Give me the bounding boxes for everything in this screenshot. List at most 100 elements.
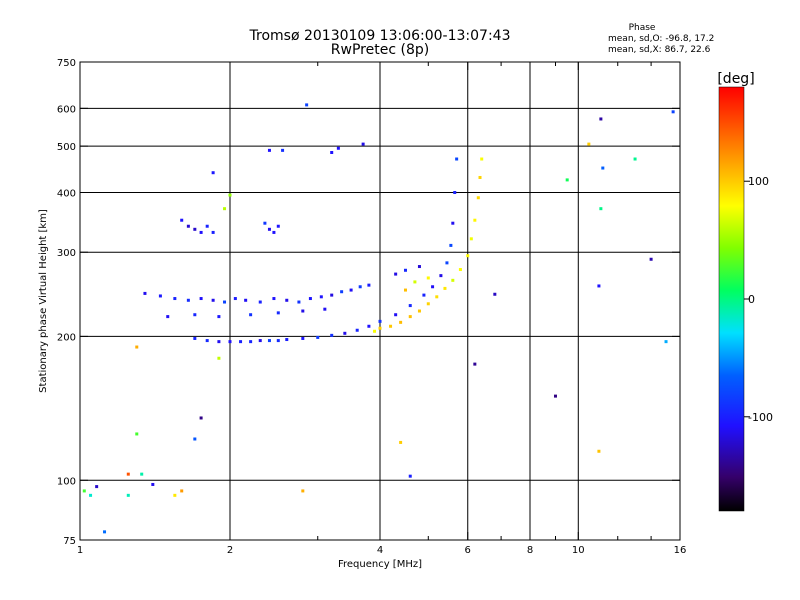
y-tick-labels: 75 100 200 300 400 500 600 750 (57, 58, 76, 547)
stats-x-mode: mean, sd,X: 86.7, 22.6 (608, 45, 711, 55)
y-tick-label: 600 (57, 104, 76, 115)
data-point (417, 309, 421, 313)
data-point (239, 340, 243, 344)
data-point (228, 340, 232, 344)
data-point (451, 221, 455, 225)
data-point (408, 474, 412, 478)
data-point (103, 530, 107, 534)
data-point (140, 472, 144, 476)
y-tick-label: 400 (57, 188, 76, 199)
data-point (633, 157, 637, 161)
x-tick-label: 4 (377, 545, 383, 556)
data-point (455, 157, 459, 161)
data-point (373, 329, 377, 333)
data-point (473, 362, 477, 366)
data-point (378, 326, 382, 330)
data-point (244, 298, 248, 302)
data-point (601, 166, 605, 170)
data-point (343, 331, 347, 335)
data-point (267, 148, 271, 152)
data-point (316, 335, 320, 339)
data-point (143, 291, 147, 295)
data-point (308, 297, 312, 301)
data-point (199, 416, 203, 420)
data-point (263, 221, 267, 225)
data-point (205, 224, 209, 228)
data-point (394, 313, 398, 317)
data-point (330, 150, 334, 154)
data-point (223, 207, 227, 211)
data-point (478, 175, 482, 179)
data-point (399, 320, 403, 324)
data-point (367, 324, 371, 328)
data-point (671, 110, 675, 114)
data-point (301, 489, 305, 493)
data-point (587, 142, 591, 146)
data-point (193, 437, 197, 441)
x-tick-labels: 1 2 4 6 8 10 16 (77, 545, 687, 556)
data-point (445, 261, 449, 265)
data-point (276, 311, 280, 315)
data-point (435, 295, 439, 299)
colorbar-label: [deg] (717, 71, 754, 87)
data-point (358, 285, 362, 289)
data-point (426, 276, 430, 280)
data-point (95, 485, 99, 489)
data-point (258, 300, 262, 304)
data-point (267, 339, 271, 343)
data-point (408, 315, 412, 319)
data-point (399, 440, 403, 444)
x-tick-label: 10 (572, 545, 585, 556)
data-point (449, 243, 453, 247)
data-point (439, 274, 443, 278)
data-point (281, 148, 285, 152)
data-point (408, 304, 412, 308)
y-tick-label: 750 (57, 58, 76, 69)
data-point (82, 489, 86, 493)
data-point (249, 340, 253, 344)
data-point (340, 290, 344, 294)
data-point (319, 295, 323, 299)
data-point (205, 339, 209, 343)
data-point (417, 265, 421, 269)
data-point (135, 432, 139, 436)
y-tick-label: 100 (57, 476, 76, 487)
data-point (426, 302, 430, 306)
data-point (193, 313, 197, 317)
data-point (367, 283, 371, 287)
y-tick-label: 200 (57, 332, 76, 343)
data-point (89, 493, 93, 497)
data-point (323, 307, 327, 311)
colorbar-tick-label: 0 (748, 293, 755, 306)
data-point (378, 319, 382, 323)
data-point (223, 300, 227, 304)
grid-lines (80, 62, 680, 540)
data-point (361, 142, 365, 146)
x-tick-label: 2 (227, 545, 233, 556)
data-point (466, 254, 470, 258)
data-point (135, 345, 139, 349)
data-point (126, 493, 130, 497)
data-point (193, 336, 197, 340)
data-point (403, 268, 407, 272)
data-point (211, 230, 215, 234)
colorbar (718, 86, 745, 512)
data-point (301, 336, 305, 340)
x-tick-label: 8 (527, 545, 533, 556)
y-axis-label: Stationary phase Virtual Height [km] (38, 209, 49, 393)
data-point (469, 237, 473, 241)
data-point (276, 224, 280, 228)
y-tick-label: 500 (57, 142, 76, 153)
data-point (173, 297, 177, 301)
data-point (285, 338, 289, 342)
colorbar-tick-label: -100 (748, 411, 773, 424)
data-point (451, 278, 455, 282)
data-point (126, 472, 130, 476)
data-point (649, 257, 653, 261)
data-point (211, 171, 215, 175)
data-point (597, 449, 601, 453)
data-point (166, 315, 170, 319)
data-point (272, 230, 276, 234)
data-point (297, 300, 301, 304)
